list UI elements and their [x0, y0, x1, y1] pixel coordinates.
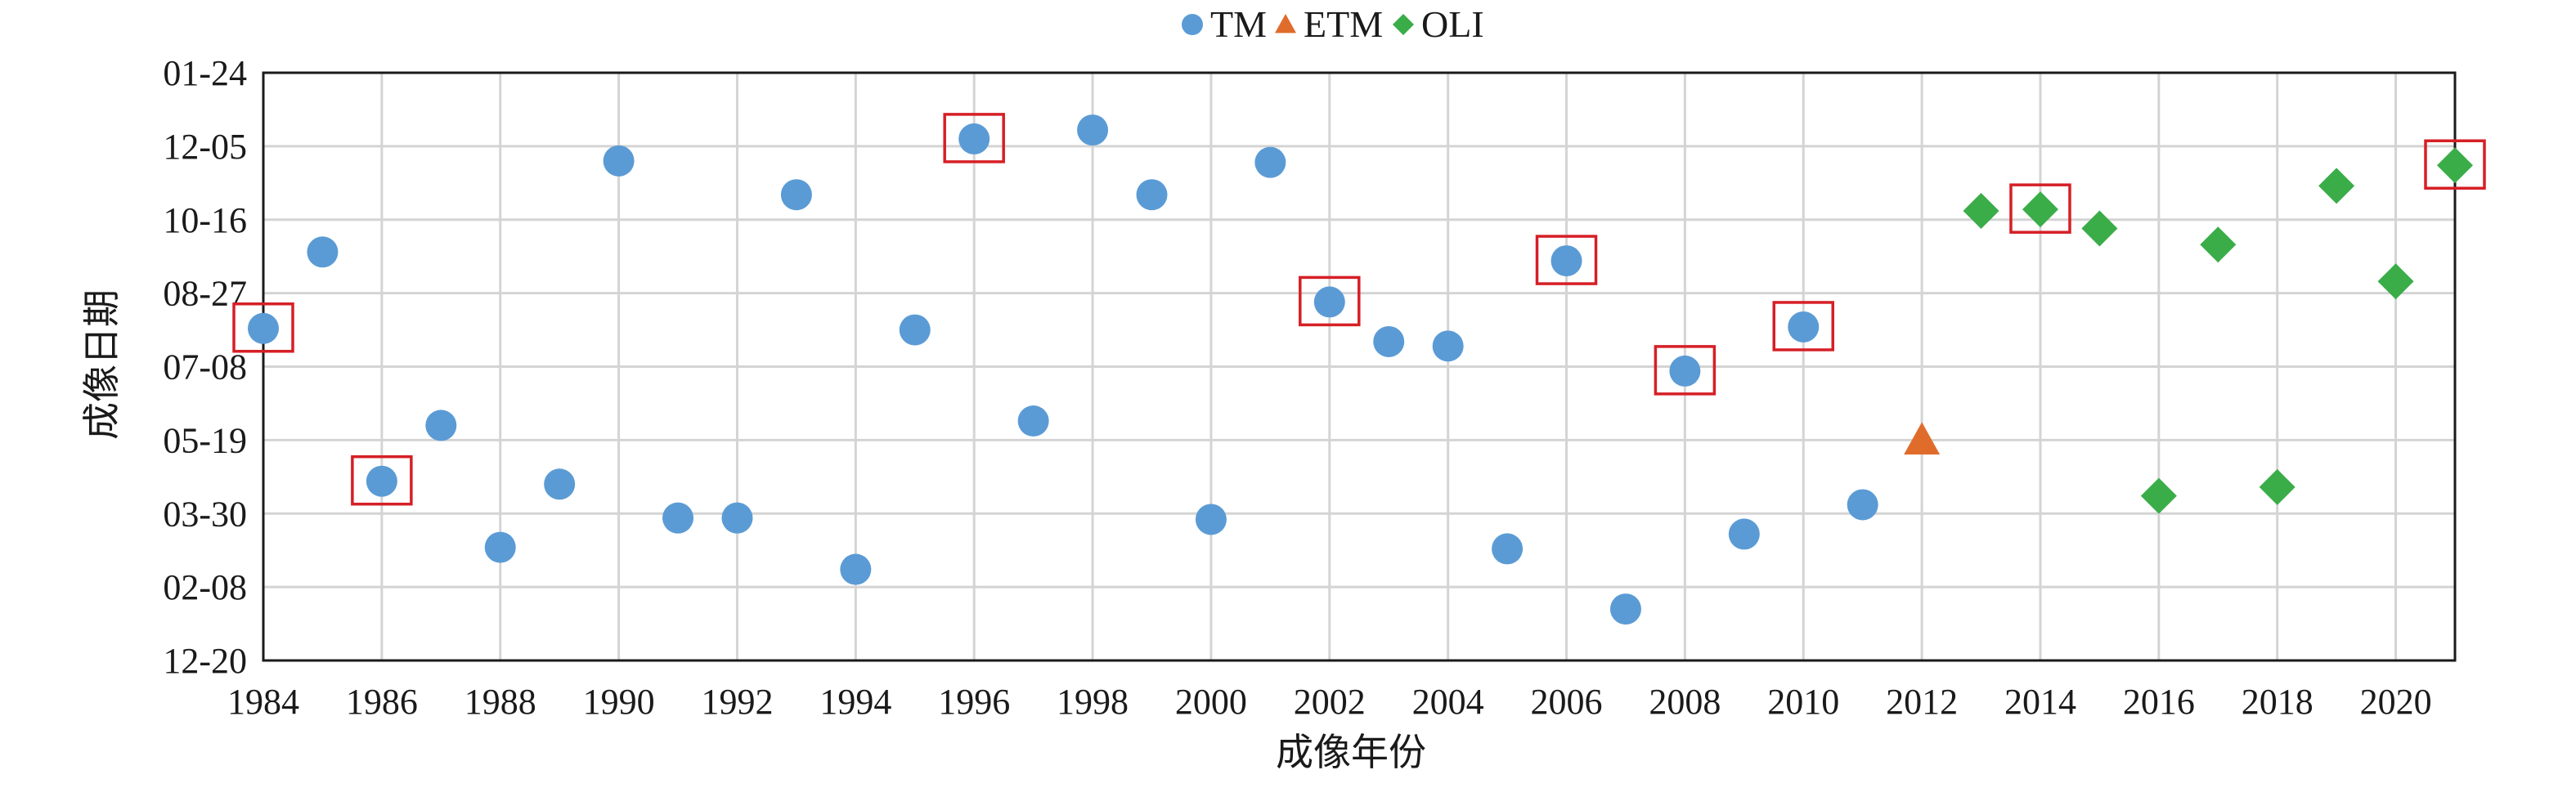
x-tick-label: 1986: [346, 682, 418, 722]
data-point-tm: [1136, 179, 1168, 211]
data-point-oli: [2318, 168, 2355, 204]
data-point-tm: [1788, 311, 1820, 343]
y-tick-label: 05-19: [163, 420, 247, 460]
data-point-oli: [2200, 226, 2237, 263]
data-point-tm: [958, 123, 990, 154]
x-tick-label: 2016: [2123, 682, 2195, 722]
data-point-tm: [899, 314, 931, 346]
data-point-tm: [307, 236, 339, 268]
data-point-oli: [2081, 210, 2118, 247]
plot-area-border: [262, 71, 2457, 662]
data-point-tm: [1077, 114, 1109, 146]
x-tick-label: 1992: [701, 682, 773, 722]
y-axis-title: 成像日期: [81, 289, 123, 440]
x-tick-label: 2006: [1531, 682, 1603, 722]
data-points: [248, 114, 2473, 625]
legend: TM ETM OLI: [1182, 3, 1484, 45]
data-point-oli: [2377, 263, 2414, 300]
highlight-box: [943, 113, 1005, 163]
y-tick-label: 03-30: [163, 494, 247, 534]
legend-label: TM: [1210, 3, 1267, 45]
data-point-tm: [544, 468, 576, 500]
data-point-tm: [484, 531, 516, 563]
legend-item-etm: ETM: [1275, 3, 1383, 45]
highlight-box: [1654, 345, 1717, 396]
y-tick-label: 12-05: [163, 127, 247, 167]
y-tick-label: 12-20: [163, 641, 247, 681]
data-point-tm: [1313, 286, 1345, 318]
highlight-box: [351, 454, 413, 506]
x-tick-label: 1984: [227, 682, 299, 722]
x-tick-label: 2004: [1412, 682, 1484, 722]
x-tick-label: 2014: [2004, 682, 2076, 722]
highlight-box: [1299, 275, 1361, 327]
y-axis-ticks: 12-2002-0803-3005-1907-0808-2710-1612-05…: [163, 53, 247, 681]
data-point-tm: [780, 179, 812, 211]
data-point-tm: [425, 410, 457, 441]
data-point-tm: [248, 312, 279, 344]
y-tick-label: 07-08: [163, 347, 247, 387]
data-point-oli: [1963, 192, 1999, 229]
x-tick-label: 2008: [1649, 682, 1721, 722]
data-point-oli: [2140, 477, 2177, 514]
x-tick-label: 2020: [2360, 682, 2432, 722]
data-point-oli: [2259, 468, 2296, 505]
x-tick-label: 2010: [1767, 682, 1839, 722]
data-point-tm: [603, 145, 635, 177]
data-point-etm: [1904, 422, 1941, 454]
x-tick-label: 1994: [819, 682, 891, 722]
data-point-tm: [1432, 330, 1464, 362]
gridlines: [263, 73, 2455, 660]
data-point-oli: [2437, 147, 2473, 184]
highlight-box: [2424, 139, 2486, 190]
data-point-oli: [2022, 191, 2058, 228]
data-point-tm: [1195, 504, 1227, 535]
legend-label: ETM: [1304, 3, 1383, 45]
y-tick-label: 01-24: [163, 53, 247, 93]
x-axis-ticks: 1984 1986 1988 1990 1992 1994 1996 1998 2000 2002…: [227, 682, 2432, 722]
legend-item-oli: OLI: [1393, 3, 1484, 45]
legend-label: OLI: [1421, 3, 1484, 45]
highlight-box: [2009, 183, 2071, 234]
data-point-tm: [1847, 489, 1878, 521]
data-point-tm: [1373, 325, 1405, 357]
y-tick-label: 02-08: [163, 567, 247, 607]
data-point-tm: [1669, 355, 1701, 387]
legend-marker: [1182, 14, 1203, 35]
data-point-tm: [366, 465, 397, 497]
highlight-box: [232, 302, 294, 353]
legend-marker: [1393, 14, 1414, 35]
data-point-tm: [1609, 593, 1641, 625]
highlight-box: [1772, 301, 1834, 351]
y-tick-label: 10-16: [163, 200, 247, 240]
legend-marker: [1275, 14, 1296, 34]
highlight-boxes: [232, 113, 2486, 506]
data-point-tm: [1017, 405, 1049, 437]
x-tick-label: 1990: [583, 682, 655, 722]
highlight-box: [1535, 235, 1598, 285]
data-point-tm: [662, 502, 694, 534]
x-tick-label: 2012: [1886, 682, 1958, 722]
x-tick-label: 2002: [1294, 682, 1366, 722]
data-point-tm: [840, 553, 872, 585]
x-tick-label: 1998: [1057, 682, 1129, 722]
data-point-tm: [1551, 245, 1582, 277]
x-tick-label: 1988: [464, 682, 536, 722]
data-point-tm: [721, 502, 753, 534]
data-point-tm: [1728, 518, 1760, 550]
x-tick-label: 2018: [2242, 682, 2313, 722]
x-axis-title: 成像年份: [1276, 732, 1426, 773]
data-point-tm: [1254, 146, 1286, 178]
legend-item-tm: TM: [1182, 3, 1267, 45]
data-point-tm: [1492, 533, 1524, 565]
plot-frame: [262, 71, 2457, 662]
x-tick-label: 1996: [938, 682, 1010, 722]
x-tick-label: 2000: [1175, 682, 1247, 722]
